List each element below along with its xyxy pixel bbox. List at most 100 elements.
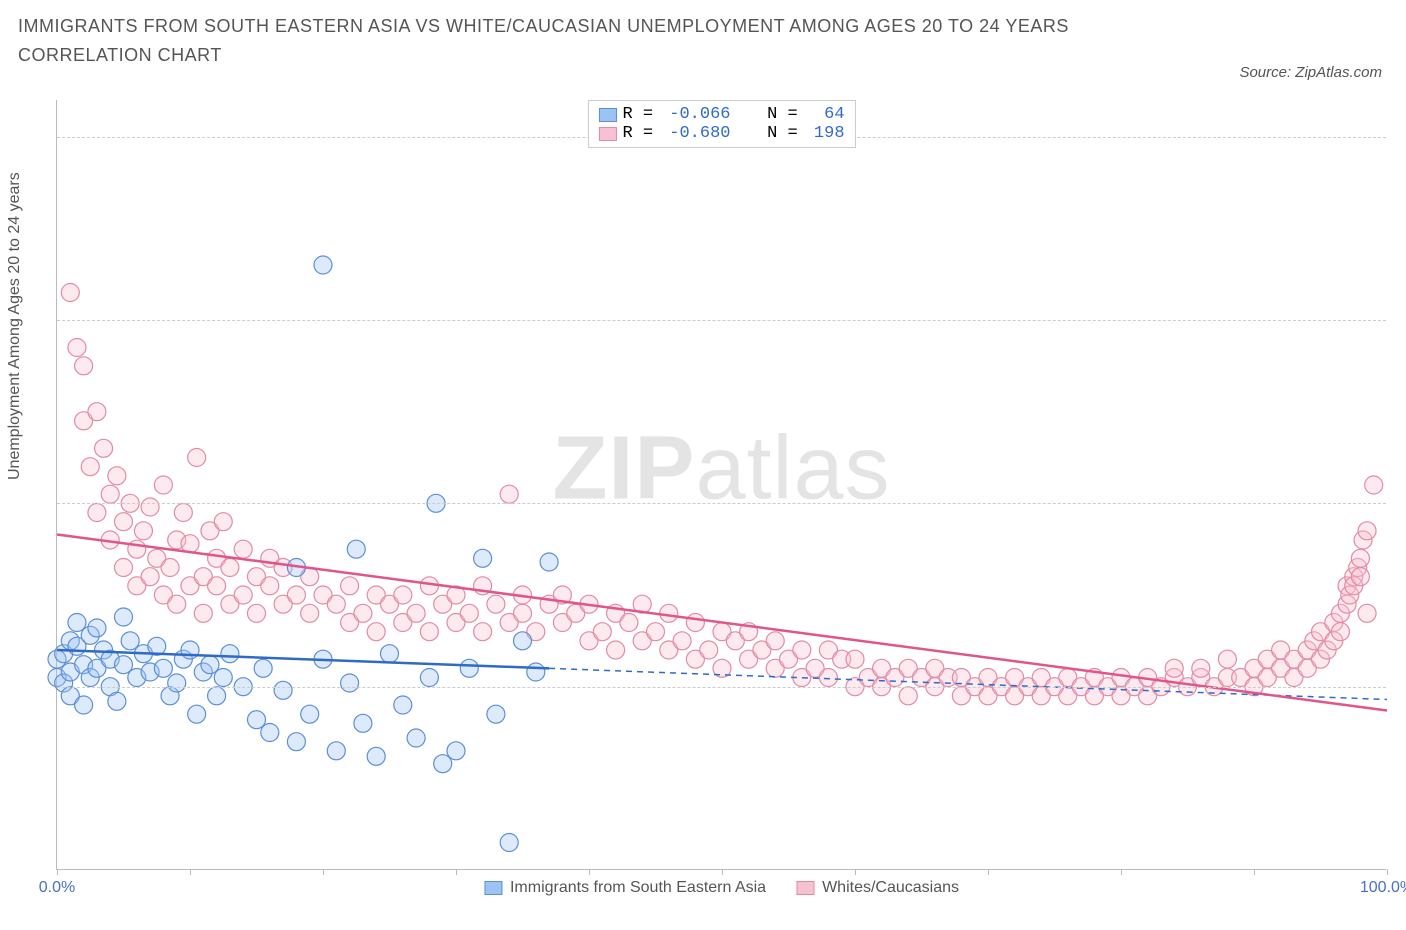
legend-item-2: Whites/Caucasians <box>796 879 959 897</box>
data-point <box>394 696 412 714</box>
data-point <box>234 586 252 604</box>
swatch-series-1 <box>598 108 616 122</box>
data-point <box>447 742 465 760</box>
data-point <box>274 681 292 699</box>
x-tick <box>1387 869 1388 875</box>
data-point <box>394 586 412 604</box>
x-tick <box>589 869 590 875</box>
data-point <box>208 687 226 705</box>
data-point <box>214 669 232 687</box>
data-point <box>846 650 864 668</box>
data-point <box>287 733 305 751</box>
data-point <box>108 692 126 710</box>
data-point <box>81 458 99 476</box>
data-point <box>1192 659 1210 677</box>
data-point <box>115 513 133 531</box>
y-axis-label: Unemployment Among Ages 20 to 24 years <box>6 172 24 480</box>
x-tick <box>988 869 989 875</box>
data-point <box>367 623 385 641</box>
data-point <box>221 559 239 577</box>
data-point <box>487 705 505 723</box>
data-point <box>327 595 345 613</box>
legend-label-1: Immigrants from South Eastern Asia <box>510 879 766 897</box>
data-point <box>181 535 199 553</box>
data-point <box>347 540 365 558</box>
x-tick <box>190 869 191 875</box>
data-point <box>1358 522 1376 540</box>
stats-row-series-1: R = -0.066 N = 64 <box>598 105 844 124</box>
data-point <box>700 641 718 659</box>
data-point <box>248 604 266 622</box>
gridline <box>57 503 1386 504</box>
stats-legend: R = -0.066 N = 64 R = -0.680 N = 198 <box>587 100 855 148</box>
data-point <box>514 632 532 650</box>
data-point <box>234 540 252 558</box>
legend-swatch-1 <box>484 881 502 895</box>
data-point <box>420 669 438 687</box>
series-legend: Immigrants from South Eastern Asia White… <box>484 879 959 897</box>
data-point <box>660 604 678 622</box>
x-tick <box>855 869 856 875</box>
y-tick-label: 30.0% <box>1395 311 1406 329</box>
x-tick <box>722 869 723 875</box>
data-point <box>188 449 206 467</box>
data-point <box>221 645 239 663</box>
data-point <box>460 604 478 622</box>
data-point <box>101 485 119 503</box>
data-point <box>514 604 532 622</box>
data-point <box>620 614 638 632</box>
data-point <box>607 641 625 659</box>
data-point <box>354 714 372 732</box>
chart-title: IMMIGRANTS FROM SOUTH EASTERN ASIA VS WH… <box>18 12 1118 70</box>
data-point <box>88 403 106 421</box>
data-point <box>540 553 558 571</box>
scatter-svg <box>57 100 1386 869</box>
stat-r-value-1: -0.066 <box>669 105 730 124</box>
data-point <box>1358 604 1376 622</box>
x-tick-label: 0.0% <box>39 879 75 897</box>
data-point <box>1218 650 1236 668</box>
legend-label-2: Whites/Caucasians <box>822 879 959 897</box>
data-point <box>407 729 425 747</box>
data-point <box>647 623 665 641</box>
data-point <box>1165 659 1183 677</box>
data-point <box>134 522 152 540</box>
data-point <box>261 724 279 742</box>
data-point <box>287 586 305 604</box>
data-point <box>174 504 192 522</box>
swatch-series-2 <box>598 127 616 141</box>
data-point <box>354 604 372 622</box>
data-point <box>899 687 917 705</box>
data-point <box>500 834 518 852</box>
data-point <box>115 559 133 577</box>
data-point <box>208 577 226 595</box>
data-point <box>1331 623 1349 641</box>
data-point <box>88 504 106 522</box>
data-point <box>75 696 93 714</box>
data-point <box>793 641 811 659</box>
y-tick-label: 10.0% <box>1395 678 1406 696</box>
data-point <box>214 513 232 531</box>
data-point <box>154 659 172 677</box>
y-tick-label: 20.0% <box>1395 494 1406 512</box>
data-point <box>88 619 106 637</box>
x-tick <box>1121 869 1122 875</box>
y-tick-label: 40.0% <box>1395 128 1406 146</box>
data-point <box>487 595 505 613</box>
data-point <box>327 742 345 760</box>
data-point <box>341 674 359 692</box>
data-point <box>301 604 319 622</box>
data-point <box>593 623 611 641</box>
data-point <box>154 476 172 494</box>
data-point <box>1351 568 1369 586</box>
data-point <box>68 339 86 357</box>
data-point <box>474 549 492 567</box>
plot-area: R = -0.066 N = 64 R = -0.680 N = 198 ZIP… <box>56 100 1386 870</box>
data-point <box>686 614 704 632</box>
stat-n-value-2: 198 <box>814 124 845 143</box>
data-point <box>1365 476 1383 494</box>
x-tick <box>57 869 58 875</box>
data-point <box>766 632 784 650</box>
data-point <box>527 663 545 681</box>
x-tick <box>456 869 457 875</box>
